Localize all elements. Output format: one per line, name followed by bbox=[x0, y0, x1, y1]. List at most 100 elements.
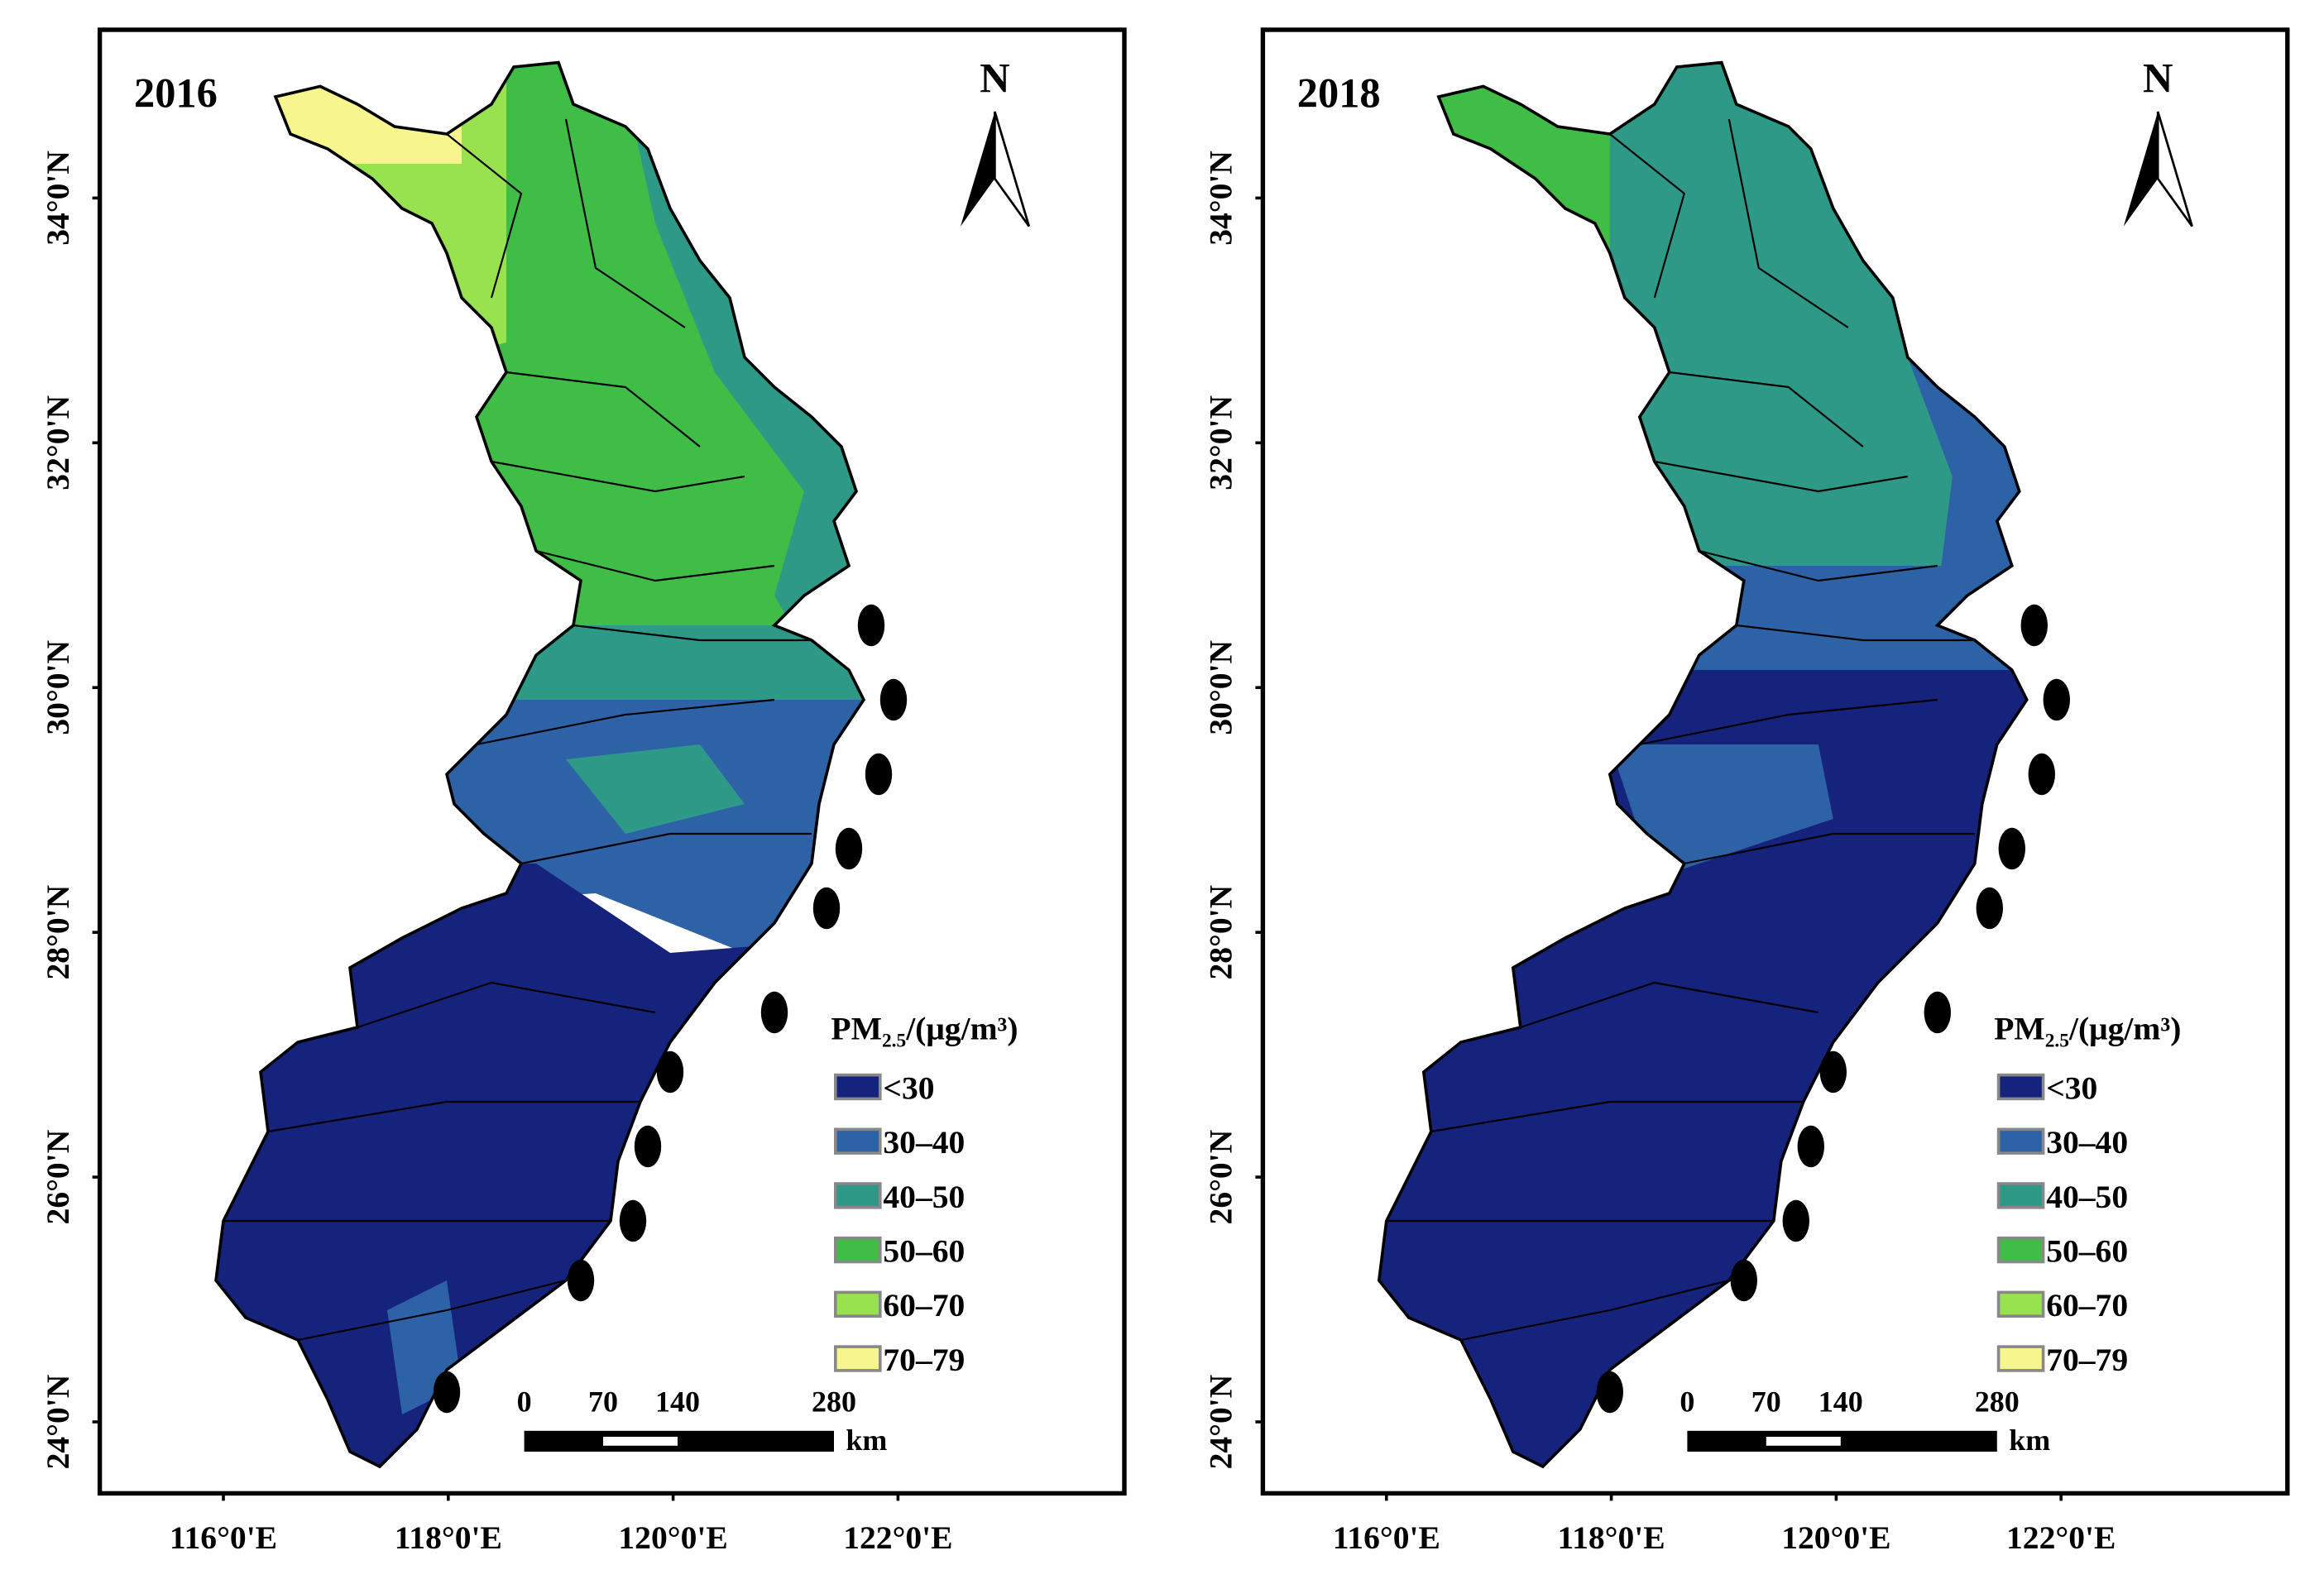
pm-zone bbox=[1609, 744, 1833, 878]
lon-label: 122°0'E bbox=[2006, 1519, 2116, 1556]
north-arrow-light bbox=[994, 111, 1031, 227]
scale-label: 70 bbox=[588, 1385, 618, 1418]
legend-label: 70–79 bbox=[2046, 1342, 2128, 1378]
legend-swatch bbox=[1996, 1073, 2045, 1101]
scale-label: 140 bbox=[1818, 1385, 1863, 1418]
legend-label: 30–40 bbox=[2046, 1124, 2128, 1160]
legend-title-part: 2.5 bbox=[882, 1030, 906, 1051]
legend-swatch bbox=[1996, 1127, 2045, 1155]
legend-swatch bbox=[1996, 1290, 2045, 1318]
lat-label: 26°0'N bbox=[40, 1129, 76, 1224]
legend-label: 70–79 bbox=[883, 1342, 965, 1378]
lat-label: 26°0'N bbox=[1203, 1129, 1239, 1224]
lat-label: 32°0'N bbox=[1203, 395, 1239, 491]
island bbox=[1819, 1050, 1847, 1093]
island bbox=[1596, 1371, 1623, 1414]
island bbox=[1782, 1199, 1809, 1242]
north-arrow-dark bbox=[961, 112, 995, 227]
island bbox=[656, 1050, 684, 1093]
legend-label: 50–60 bbox=[883, 1233, 965, 1270]
lat-label: 30°0'N bbox=[1203, 639, 1239, 735]
island bbox=[1976, 887, 2003, 930]
legend-label: 50–60 bbox=[2046, 1233, 2128, 1270]
lat-label: 24°0'N bbox=[40, 1374, 76, 1469]
lon-label: 118°0'E bbox=[395, 1519, 502, 1556]
legend-label: 60–70 bbox=[883, 1287, 965, 1323]
pm-zone bbox=[566, 744, 745, 834]
coastline bbox=[1377, 60, 2029, 1469]
scale-bar bbox=[1687, 1430, 1997, 1452]
lat-label: 34°0'N bbox=[40, 151, 76, 246]
coastline bbox=[214, 60, 866, 1469]
lat-label: 30°0'N bbox=[40, 639, 76, 735]
legend-swatch bbox=[833, 1345, 882, 1372]
island bbox=[2043, 678, 2070, 721]
north-label: N bbox=[2143, 55, 2173, 102]
island bbox=[812, 887, 841, 930]
island bbox=[433, 1371, 461, 1414]
legend-swatch bbox=[833, 1182, 882, 1209]
legend-label: 40–50 bbox=[883, 1179, 965, 1215]
legend-swatch bbox=[1996, 1182, 2045, 1209]
boundary-lines bbox=[223, 118, 812, 1342]
legend-swatch bbox=[833, 1073, 882, 1101]
boundary-lines bbox=[1386, 118, 1975, 1342]
legend-title-part: 2.5 bbox=[2045, 1030, 2069, 1051]
lon-label: 120°0'E bbox=[618, 1519, 727, 1556]
island bbox=[619, 1199, 647, 1242]
island bbox=[835, 827, 863, 870]
legend-title-part: PM bbox=[831, 1010, 882, 1046]
legend-title-part: /(μg/m³) bbox=[2068, 1010, 2181, 1046]
lon-label: 120°0'E bbox=[1781, 1519, 1890, 1556]
panel-year: 2016 bbox=[134, 70, 218, 117]
map-panel: 2018 N 34°0'N 32°0'N 30°0'N 28°0'N 26°0'N 24°0'… bbox=[1203, 27, 2290, 1556]
legend-label: <30 bbox=[2046, 1070, 2097, 1106]
lat-label: 34°0'N bbox=[1203, 151, 1239, 246]
island bbox=[1924, 991, 1951, 1034]
legend-swatch bbox=[1996, 1345, 2045, 1372]
legend-swatch bbox=[833, 1127, 882, 1155]
scale-bar-white bbox=[1766, 1437, 1841, 1446]
island bbox=[2028, 753, 2055, 796]
island bbox=[760, 991, 788, 1034]
lon-label: 122°0'E bbox=[843, 1519, 952, 1556]
legend-title-part: /(μg/m³) bbox=[905, 1010, 1018, 1046]
lon-label: 116°0'E bbox=[1333, 1519, 1440, 1556]
lat-label: 32°0'N bbox=[40, 395, 76, 491]
lat-label: 24°0'N bbox=[1203, 1374, 1239, 1469]
legend-title-part: PM bbox=[1994, 1010, 2045, 1046]
legend-label: <30 bbox=[883, 1070, 934, 1106]
map-panel: 2016 N 34°0'N 32°0'N 30°0'N 28°0'N 26°0'N 24°0'… bbox=[40, 27, 1127, 1556]
legend-swatch bbox=[833, 1290, 882, 1318]
island bbox=[857, 604, 885, 647]
lon-label: 116°0'E bbox=[170, 1519, 277, 1556]
scale-label: 0 bbox=[1680, 1385, 1694, 1418]
legend-swatch bbox=[1996, 1236, 2045, 1264]
island bbox=[1730, 1259, 1757, 1302]
island bbox=[2020, 604, 2048, 647]
north-arrow-dark bbox=[2123, 112, 2159, 227]
north-arrow-light bbox=[2156, 111, 2193, 227]
legend-label: 40–50 bbox=[2046, 1179, 2128, 1215]
scale-unit: km bbox=[2009, 1424, 2050, 1457]
scale-label: 140 bbox=[655, 1385, 700, 1418]
island bbox=[865, 753, 893, 796]
legend-swatch bbox=[833, 1236, 882, 1264]
panel-year: 2018 bbox=[1297, 70, 1381, 117]
scale-label: 0 bbox=[517, 1385, 532, 1418]
legend-label: 60–70 bbox=[2046, 1287, 2128, 1323]
scale-label: 280 bbox=[812, 1385, 856, 1418]
scale-unit: km bbox=[846, 1424, 887, 1457]
lon-label: 118°0'E bbox=[1557, 1519, 1665, 1556]
scale-label: 280 bbox=[1975, 1385, 2020, 1418]
island bbox=[1998, 827, 2025, 870]
scale-label: 70 bbox=[1751, 1385, 1781, 1418]
lat-label: 28°0'N bbox=[40, 884, 76, 979]
lat-label: 28°0'N bbox=[1203, 884, 1239, 979]
legend-title: PM2.5/(μg/m³) bbox=[831, 1010, 1018, 1051]
island bbox=[634, 1125, 662, 1168]
island bbox=[1797, 1125, 1824, 1168]
island bbox=[879, 678, 908, 721]
